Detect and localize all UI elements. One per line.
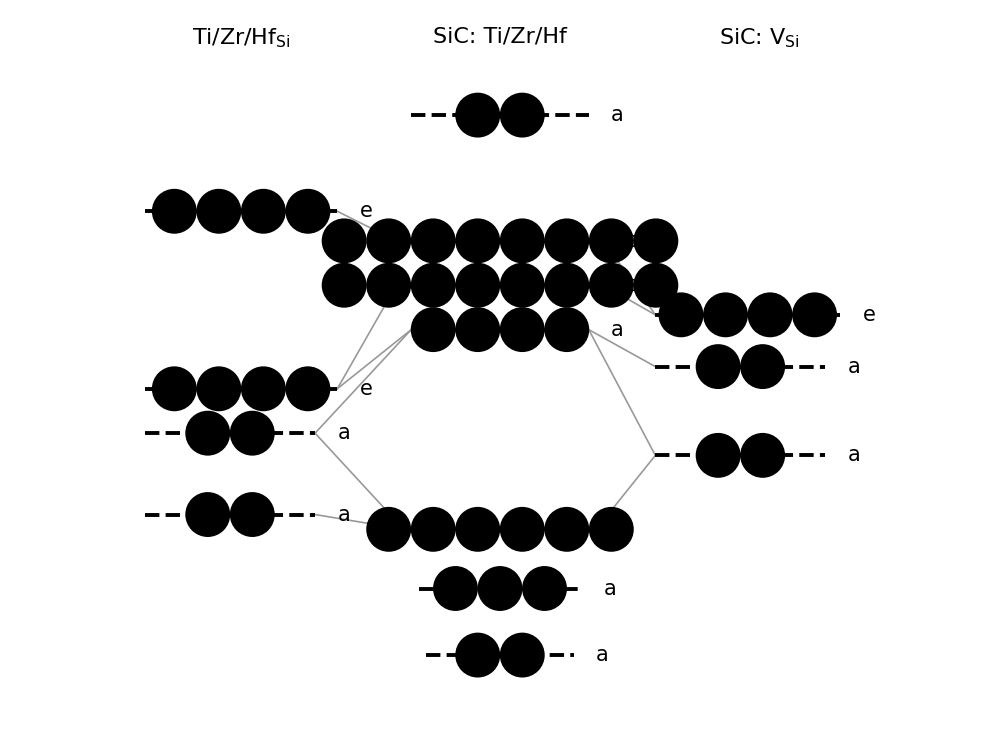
Circle shape (412, 220, 454, 262)
Circle shape (502, 309, 543, 350)
Circle shape (502, 94, 543, 136)
Circle shape (323, 265, 365, 306)
Circle shape (435, 568, 476, 609)
Text: a: a (596, 645, 609, 665)
Circle shape (368, 220, 409, 262)
Circle shape (243, 368, 284, 409)
Text: e: e (359, 378, 372, 399)
Circle shape (323, 220, 365, 262)
Text: a: a (337, 505, 350, 524)
Circle shape (187, 412, 228, 454)
Circle shape (457, 309, 498, 350)
Circle shape (232, 412, 273, 454)
Circle shape (546, 220, 588, 262)
Circle shape (457, 220, 498, 262)
Circle shape (457, 265, 498, 306)
Circle shape (457, 509, 498, 550)
Circle shape (502, 634, 543, 675)
Circle shape (479, 568, 521, 609)
Text: a: a (611, 319, 624, 340)
Text: a: a (848, 357, 860, 376)
Circle shape (742, 346, 783, 387)
Text: SiC: Ti/Zr/Hf: SiC: Ti/Zr/Hf (433, 26, 567, 46)
Circle shape (546, 309, 588, 350)
Circle shape (154, 191, 195, 232)
Text: e: e (626, 275, 639, 295)
Circle shape (705, 294, 746, 336)
Circle shape (697, 435, 739, 476)
Circle shape (502, 220, 543, 262)
Circle shape (287, 368, 329, 409)
Circle shape (591, 220, 632, 262)
Circle shape (457, 634, 498, 675)
Circle shape (243, 191, 284, 232)
Circle shape (198, 368, 240, 409)
Circle shape (198, 191, 240, 232)
Circle shape (368, 265, 409, 306)
Text: e: e (626, 231, 639, 251)
Circle shape (697, 346, 739, 387)
Circle shape (591, 265, 632, 306)
Circle shape (749, 294, 791, 336)
Circle shape (546, 265, 588, 306)
Circle shape (287, 191, 329, 232)
Circle shape (412, 309, 454, 350)
Text: e: e (359, 201, 372, 221)
Circle shape (154, 368, 195, 409)
Circle shape (412, 509, 454, 550)
Circle shape (794, 294, 835, 336)
Circle shape (591, 509, 632, 550)
Text: a: a (337, 423, 350, 443)
Circle shape (524, 568, 565, 609)
Text: a: a (611, 105, 624, 125)
Circle shape (412, 265, 454, 306)
Circle shape (660, 294, 702, 336)
Circle shape (635, 220, 677, 262)
Circle shape (635, 265, 677, 306)
Text: a: a (604, 578, 616, 598)
Text: e: e (862, 305, 875, 325)
Text: SiC: V$_{\mathrm{Si}}$: SiC: V$_{\mathrm{Si}}$ (719, 26, 799, 50)
Circle shape (457, 94, 498, 136)
Circle shape (502, 509, 543, 550)
Text: e: e (618, 519, 631, 539)
Circle shape (187, 494, 228, 536)
Circle shape (742, 435, 783, 476)
Circle shape (368, 509, 409, 550)
Circle shape (546, 509, 588, 550)
Text: a: a (848, 445, 860, 465)
Circle shape (502, 265, 543, 306)
Circle shape (232, 494, 273, 536)
Text: Ti/Zr/Hf$_{\mathrm{Si}}$: Ti/Zr/Hf$_{\mathrm{Si}}$ (192, 26, 290, 50)
